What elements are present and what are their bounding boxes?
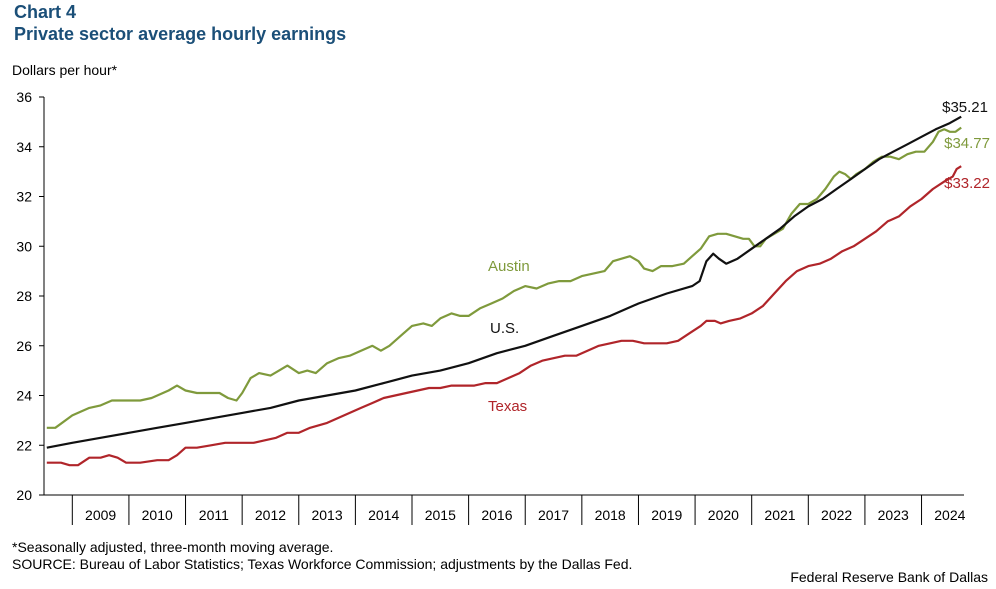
y-tick-label: 36 <box>16 89 32 105</box>
y-tick-label: 34 <box>16 139 32 155</box>
x-tick-label: 2015 <box>425 507 456 523</box>
x-tick-label: 2014 <box>368 507 399 523</box>
chart-title: Private sector average hourly earnings <box>14 24 347 44</box>
series-label-texas: Texas <box>488 398 527 415</box>
series-labels: Austin $34.77 U.S. $35.21 Texas $33.22 <box>488 99 990 415</box>
series-line-texas <box>46 165 962 467</box>
x-tick-label: 2022 <box>821 507 852 523</box>
credit-line: Federal Reserve Bank of Dallas <box>790 569 988 585</box>
y-tick-label: 28 <box>16 288 32 304</box>
y-tick-label: 24 <box>16 388 32 404</box>
x-tick-label: 2017 <box>538 507 569 523</box>
end-value-label-austin: $34.77 <box>944 135 990 152</box>
x-tick-label: 2009 <box>85 507 116 523</box>
y-tick-label: 30 <box>16 238 32 254</box>
x-tick-label: 2020 <box>708 507 739 523</box>
series-label-austin: Austin <box>488 258 530 275</box>
x-tick-label: 2010 <box>142 507 173 523</box>
footnote: *Seasonally adjusted, three-month moving… <box>12 539 334 555</box>
y-tick-label: 26 <box>16 338 32 354</box>
end-value-label-texas: $33.22 <box>944 175 990 192</box>
x-tick-label: 2023 <box>878 507 909 523</box>
x-tick-label: 2016 <box>481 507 512 523</box>
x-tick-label: 2013 <box>311 507 342 523</box>
y-tick-label: 22 <box>16 437 32 453</box>
y-axis-unit-label: Dollars per hour* <box>12 62 118 78</box>
x-tick-label: 2018 <box>595 507 626 523</box>
chart-number-label: Chart 4 <box>14 2 77 22</box>
series-layer <box>46 115 962 467</box>
x-tick-label: 2024 <box>934 507 965 523</box>
end-value-label-us: $35.21 <box>942 99 988 116</box>
series-line-us <box>46 115 962 449</box>
series-line-austin <box>46 126 962 429</box>
x-tick-label: 2021 <box>764 507 795 523</box>
source-note: SOURCE: Bureau of Labor Statistics; Texa… <box>12 556 633 572</box>
series-label-us: U.S. <box>490 320 519 337</box>
y-tick-label: 20 <box>16 487 32 503</box>
x-tick-label: 2011 <box>199 507 229 523</box>
y-tick-label: 32 <box>16 189 32 205</box>
x-tick-label: 2012 <box>255 507 286 523</box>
x-tick-label: 2019 <box>651 507 682 523</box>
